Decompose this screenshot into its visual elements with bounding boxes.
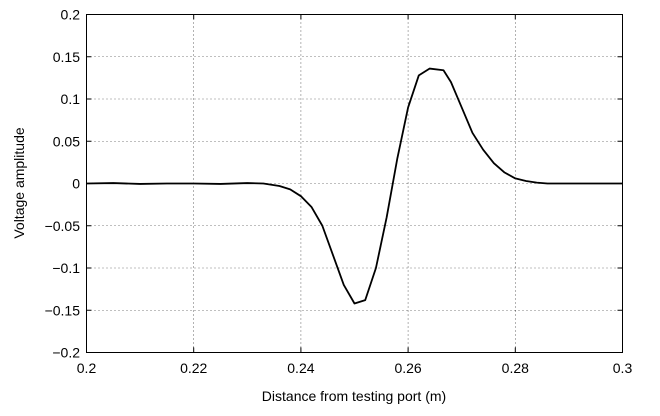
x-axis-label: Distance from testing port (m) xyxy=(262,388,446,404)
x-tick-label: 0.28 xyxy=(502,360,529,376)
plot-frame xyxy=(86,14,623,353)
x-tick-label: 0.24 xyxy=(287,360,314,376)
plot-series xyxy=(86,67,623,305)
y-axis-label: Voltage amplitude xyxy=(11,127,27,239)
x-tick-label: 0.26 xyxy=(394,360,421,376)
y-tick-label: 0.2 xyxy=(61,7,81,23)
x-tick-label: 0.2 xyxy=(77,360,97,376)
y-tick-label: −0.05 xyxy=(45,218,81,234)
tick-labels: 0.2 0.22 0.24 0.26 0.28 0.3 0.2 0.15 0.1 0.05 0 −0.… xyxy=(45,7,633,377)
y-tick-label: 0.15 xyxy=(53,49,80,65)
y-tick-label: −0.2 xyxy=(52,345,80,361)
y-tick-label: 0.1 xyxy=(61,91,81,107)
y-tick-label: 0 xyxy=(72,176,80,192)
series-line xyxy=(86,67,623,305)
y-tick-label: 0.05 xyxy=(53,133,80,149)
x-tick-label: 0.3 xyxy=(613,360,633,376)
x-tick-label: 0.22 xyxy=(180,360,207,376)
grid xyxy=(86,14,623,353)
y-tick-label: −0.15 xyxy=(45,302,81,318)
y-tick-label: −0.1 xyxy=(52,260,80,276)
